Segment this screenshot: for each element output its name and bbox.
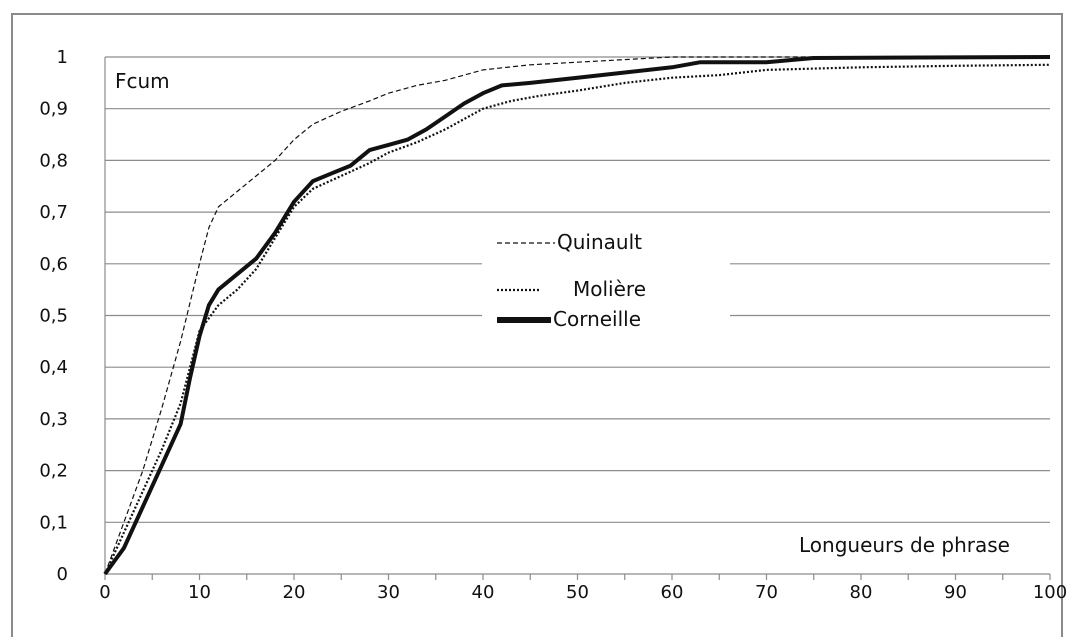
x-tick-label: 100 <box>1033 582 1066 603</box>
y-tick-label: 0,2 <box>39 461 68 482</box>
x-tick-label: 90 <box>944 582 967 603</box>
series-lines <box>103 55 1051 576</box>
y-axis-label: Fcum <box>115 69 170 93</box>
axes <box>104 57 1051 580</box>
series-line-molire <box>103 63 1051 575</box>
x-tick-label: 30 <box>377 582 400 603</box>
x-tick-label: 50 <box>566 582 589 603</box>
legend-label: Corneille <box>553 307 641 331</box>
y-tick-label: 0,1 <box>39 512 68 533</box>
x-tick-label: 10 <box>188 582 211 603</box>
x-tick-label: 0 <box>99 582 110 603</box>
y-tick-label: 0,5 <box>39 306 68 327</box>
y-tick-label: 0,9 <box>39 99 68 120</box>
y-tick-label: 0,4 <box>39 357 68 378</box>
x-tick-label: 80 <box>850 582 873 603</box>
y-tick-label: 1 <box>57 47 68 68</box>
x-axis-label: Longueurs de phrase <box>799 533 1010 557</box>
y-tick-label: 0,8 <box>39 150 68 171</box>
y-tick-label: 0 <box>57 564 68 585</box>
series-line-corneille <box>103 55 1051 576</box>
legend-label: Quinault <box>557 230 642 254</box>
y-tick-labels: 0 0,1 0,2 0,3 0,4 0,5 0,6 0,7 0,8 0,9 1 <box>39 47 68 585</box>
x-tick-label: 70 <box>755 582 778 603</box>
y-tick-label: 0,3 <box>39 409 68 430</box>
y-tick-label: 0,7 <box>39 202 68 223</box>
legend-label: Molière <box>573 277 646 301</box>
x-tick-label: 20 <box>283 582 306 603</box>
legend: Quinault Molière Corneille <box>482 222 730 342</box>
x-tick-label: 60 <box>661 582 684 603</box>
series-line-quinault <box>104 56 1050 575</box>
y-tick-label: 0,6 <box>39 254 68 275</box>
x-tick-labels: 0 10 20 30 40 50 60 70 80 90 100 <box>99 582 1066 603</box>
x-tick-label: 40 <box>472 582 495 603</box>
